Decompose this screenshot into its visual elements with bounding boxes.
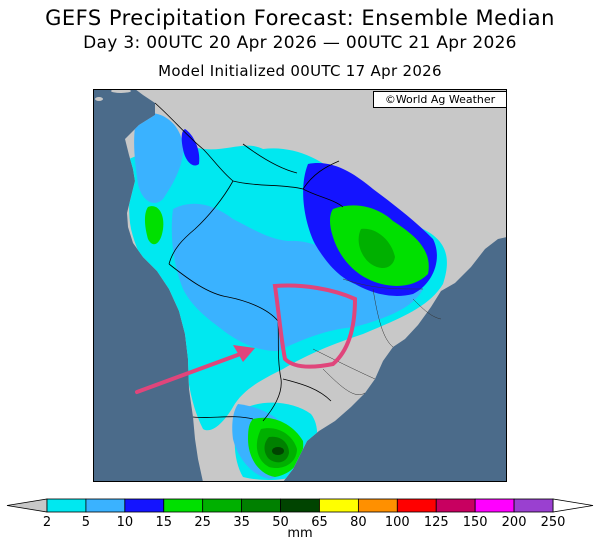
colorbar-tick-label: 125 bbox=[424, 515, 449, 530]
highlight-circle bbox=[272, 283, 358, 369]
colorbar-tick-label: 150 bbox=[463, 515, 488, 530]
colorbar-swatch bbox=[435, 498, 476, 513]
colorbar-tick-label: 5 bbox=[82, 515, 90, 530]
colorbar-swatch bbox=[163, 498, 204, 513]
colorbar-swatch bbox=[396, 498, 437, 513]
island bbox=[272, 95, 284, 99]
colorbar-tick-label: 15 bbox=[155, 515, 172, 530]
colorbar-swatch bbox=[474, 498, 515, 513]
island bbox=[95, 97, 103, 101]
precip-5-10 bbox=[171, 203, 423, 351]
precip-5-10 bbox=[134, 112, 184, 204]
colorbar-tick-label: 25 bbox=[194, 515, 211, 530]
precip-15-25 bbox=[144, 206, 164, 245]
country-borders bbox=[154, 102, 344, 422]
colorbar-swatch bbox=[280, 498, 320, 513]
colorbar-swatch bbox=[124, 498, 165, 513]
state-borders bbox=[312, 278, 442, 395]
colorbar-tick-label: 100 bbox=[385, 515, 410, 530]
chart-title: GEFS Precipitation Forecast: Ensemble Me… bbox=[45, 6, 555, 30]
colorbar-swatch bbox=[202, 498, 243, 513]
colorbar-swatch bbox=[357, 498, 398, 513]
precip-25-35 bbox=[358, 228, 395, 269]
colorbar-swatch bbox=[241, 498, 281, 513]
precipitation-map bbox=[93, 89, 507, 482]
colorbar: 2 5 10 15 25 35 50 65 80 100 125 150 200 250 bbox=[6, 498, 594, 530]
colorbar-swatch bbox=[513, 498, 554, 513]
colorbar-tick-label: 65 bbox=[311, 515, 328, 530]
colorbar-high-end bbox=[552, 498, 594, 513]
forecast-period: Day 3: 00UTC 20 Apr 2026 — 00UTC 21 Apr … bbox=[83, 33, 517, 53]
colorbar-tick-label: 35 bbox=[233, 515, 250, 530]
map-frame bbox=[93, 89, 507, 482]
colorbar-swatch bbox=[319, 498, 359, 513]
colorbar-tick-label: 2 bbox=[43, 515, 51, 530]
annotation-arrow-head bbox=[233, 345, 255, 362]
colorbar-low-end bbox=[6, 498, 48, 513]
colorbar-tick-label: 250 bbox=[541, 515, 566, 530]
colorbar-tick-label: 80 bbox=[350, 515, 367, 530]
model-init-time: Model Initialized 00UTC 17 Apr 2026 bbox=[158, 62, 442, 80]
colorbar-tick-label: 10 bbox=[117, 515, 134, 530]
colorbar-tick-label: 200 bbox=[502, 515, 527, 530]
colorbar-swatch bbox=[85, 498, 126, 513]
annotation-arrow bbox=[135, 351, 245, 394]
precip-50-65 bbox=[272, 447, 284, 455]
colorbar-swatch bbox=[46, 498, 87, 513]
colorbar-tick-label: 50 bbox=[272, 515, 289, 530]
precip-10-15 bbox=[181, 129, 200, 166]
colorbar-units: mm bbox=[287, 526, 313, 541]
map-credit: ©World Ag Weather bbox=[373, 91, 507, 108]
